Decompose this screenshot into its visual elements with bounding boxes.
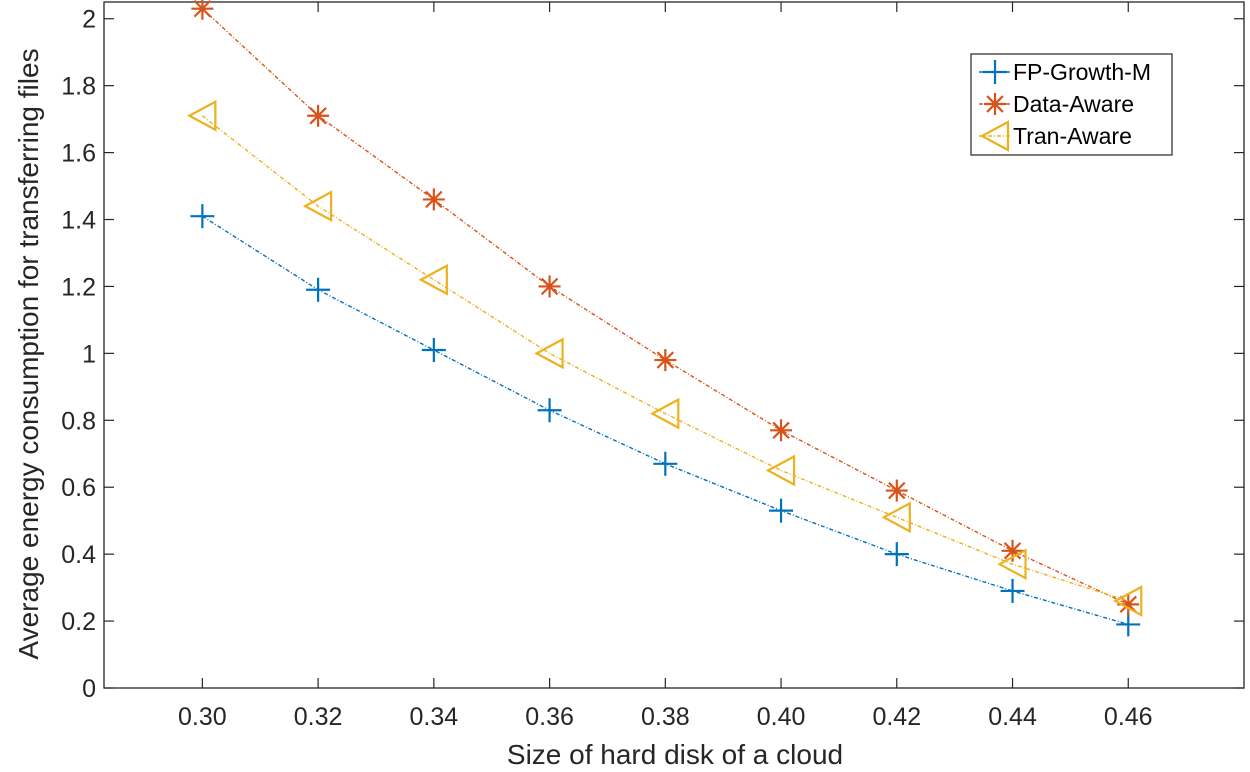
axes: 0 0.2 0.4 0.6 0.8 1 1.2 1.4 1.6 1.8 2 0.30 0.32 0.34 0… xyxy=(61,1,1245,731)
data-point xyxy=(306,277,331,302)
y-tick-label: 1.2 xyxy=(61,273,96,301)
x-tick-label: 0.34 xyxy=(410,703,459,731)
y-tick-label: 0.8 xyxy=(61,407,96,435)
x-tick-label: 0.36 xyxy=(525,703,574,731)
data-point xyxy=(302,190,333,222)
data-point xyxy=(1112,585,1143,617)
data-point xyxy=(770,419,793,442)
data-point xyxy=(765,454,796,487)
y-tick-label: 1 xyxy=(82,340,96,368)
x-tick-label: 0.42 xyxy=(872,703,921,731)
series-line xyxy=(201,115,1129,602)
data-point xyxy=(881,501,911,534)
legend-entry: FP-Growth-M xyxy=(979,59,1151,85)
series-tran-aware xyxy=(187,99,1143,617)
data-point xyxy=(884,542,909,567)
data-point xyxy=(537,398,562,423)
legend-label: FP-Growth-M xyxy=(1013,59,1151,85)
legend-marker xyxy=(984,93,1006,115)
series-fp-growth-m xyxy=(190,204,1141,637)
data-point xyxy=(649,397,680,430)
series-data-aware xyxy=(191,0,1140,616)
data-point xyxy=(418,263,448,296)
data-point xyxy=(421,338,446,363)
y-axis-label: Average energy consumption for transferr… xyxy=(13,48,44,659)
legend-entry: Data-Aware xyxy=(979,91,1134,117)
legend-label: Data-Aware xyxy=(1013,91,1134,117)
data-point xyxy=(187,99,217,132)
x-tick-label: 0.40 xyxy=(757,703,806,731)
y-tick-label: 0.2 xyxy=(61,608,96,636)
y-tick-label: 2 xyxy=(82,6,96,34)
x-tick-label: 0.46 xyxy=(1104,703,1153,731)
x-tick-label: 0.38 xyxy=(641,703,690,731)
y-tick-label: 0 xyxy=(82,675,96,703)
y-tick-label: 1.8 xyxy=(61,73,96,101)
legend-entry: Tran-Aware xyxy=(979,120,1132,152)
data-point xyxy=(538,275,561,298)
data-point xyxy=(653,451,678,476)
data-point xyxy=(769,498,794,523)
x-tick-label: 0.32 xyxy=(294,703,343,731)
y-tick-label: 1.4 xyxy=(61,207,96,235)
x-tick-label: 0.44 xyxy=(988,703,1037,731)
data-point xyxy=(1000,578,1025,603)
legend: FP-Growth-M Data-Aware Tran-Aware xyxy=(970,53,1173,156)
series-group xyxy=(187,0,1143,637)
data-point xyxy=(191,0,214,20)
data-point xyxy=(654,349,677,372)
x-axis-label: Size of hard disk of a cloud xyxy=(507,739,843,770)
data-point xyxy=(307,104,330,127)
legend-marker xyxy=(979,120,1010,152)
data-point xyxy=(534,337,564,370)
data-point xyxy=(190,204,215,229)
data-point xyxy=(422,188,445,211)
data-point xyxy=(1001,539,1024,562)
data-point xyxy=(997,548,1027,581)
x-tick-label: 0.30 xyxy=(178,703,227,731)
legend-marker xyxy=(983,60,1007,84)
plot-frame xyxy=(103,1,1245,689)
data-point xyxy=(885,479,908,502)
y-tick-label: 0.4 xyxy=(61,541,96,569)
data-point xyxy=(1116,612,1141,637)
y-tick-label: 1.6 xyxy=(61,140,96,168)
legend-label: Tran-Aware xyxy=(1013,123,1132,149)
y-tick-label: 0.6 xyxy=(61,474,96,502)
